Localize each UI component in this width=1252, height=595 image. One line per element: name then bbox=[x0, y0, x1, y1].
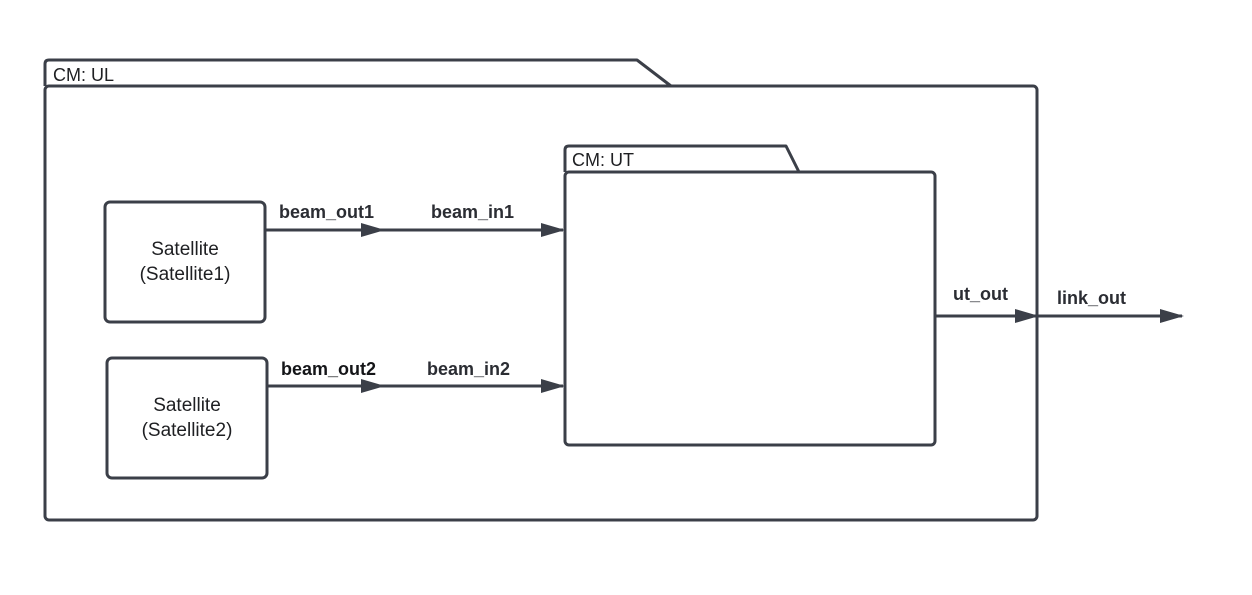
satellite2-label: Satellite (Satellite2) bbox=[107, 393, 267, 443]
package-ul-label: CM: UL bbox=[53, 65, 115, 85]
port-label-beam-out1: beam_out1 bbox=[279, 202, 375, 222]
satellite1-instance: (Satellite1) bbox=[139, 264, 231, 285]
port-label-beam-out2: beam_out2 bbox=[281, 359, 377, 379]
port-label-ut-out: ut_out bbox=[953, 284, 1008, 304]
satellite2-block[interactable] bbox=[105, 356, 269, 480]
port-label-beam-in1: beam_in1 bbox=[431, 202, 515, 222]
satellite1-label: Satellite (Satellite1) bbox=[105, 237, 265, 287]
package-ul-tab bbox=[43, 58, 672, 88]
satellite2-type: Satellite bbox=[153, 395, 221, 416]
package-ut[interactable] bbox=[563, 144, 937, 447]
satellite1-block[interactable] bbox=[103, 200, 267, 324]
satellite1-type: Satellite bbox=[151, 239, 219, 260]
package-ul[interactable] bbox=[43, 58, 1039, 522]
satellite2-instance: (Satellite2) bbox=[141, 420, 233, 441]
package-ut-label: CM: UT bbox=[572, 150, 634, 170]
package-ut-body bbox=[563, 170, 937, 447]
port-label-link-out: link_out bbox=[1057, 288, 1127, 308]
package-ul-body bbox=[43, 84, 1039, 522]
package-ut-tab bbox=[563, 144, 801, 173]
port-label-beam-in2: beam_in2 bbox=[427, 359, 511, 379]
